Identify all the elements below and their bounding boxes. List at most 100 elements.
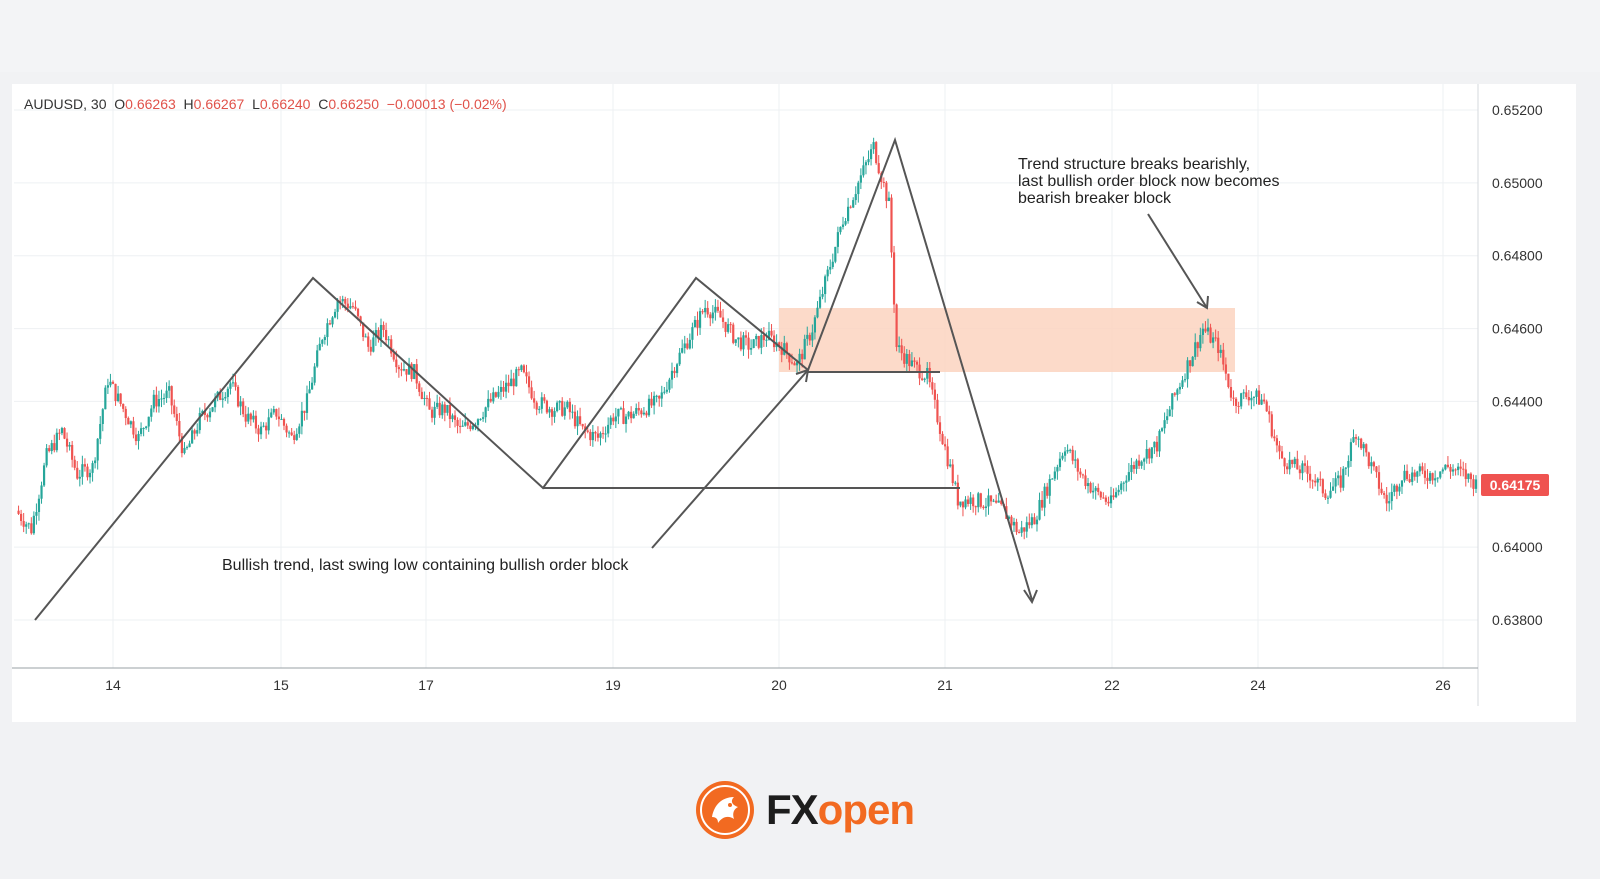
candle-up	[841, 224, 845, 227]
candle-up	[1439, 471, 1442, 478]
candle-up	[655, 395, 658, 397]
candle-down	[382, 324, 385, 330]
candle-down	[921, 378, 924, 380]
candle-up	[1122, 482, 1125, 484]
candle-up	[752, 339, 755, 348]
candle-down	[502, 386, 505, 392]
candle-down	[645, 412, 648, 416]
candle-down	[234, 382, 237, 387]
candle-up	[1255, 390, 1258, 397]
candle-up	[298, 426, 301, 434]
candle-up	[183, 448, 186, 454]
candle-down	[1405, 470, 1409, 480]
candle-down	[170, 386, 173, 406]
candle-down	[1377, 472, 1381, 489]
candle-up	[323, 337, 326, 341]
candle-down	[903, 353, 906, 364]
candle-up	[987, 495, 990, 507]
candle-down	[285, 425, 288, 433]
candle-up	[1053, 471, 1056, 479]
candle-up	[1199, 334, 1202, 349]
x-tick-label: 26	[1435, 677, 1451, 693]
candle-up	[157, 399, 161, 407]
candle-down	[507, 382, 510, 387]
candle-up	[1127, 472, 1130, 481]
last-price-tag	[1481, 474, 1549, 496]
candle-up	[1153, 441, 1156, 448]
candle-down	[265, 425, 268, 431]
candle-up	[1020, 527, 1023, 533]
candle-down	[178, 420, 181, 437]
logo-open: open	[817, 786, 915, 833]
candle-up	[964, 499, 967, 508]
candle-down	[1303, 463, 1307, 466]
candle-up	[1219, 349, 1222, 354]
candle-down	[892, 252, 896, 305]
legend-high-value: 0.66267	[193, 96, 245, 112]
candle-up	[27, 523, 30, 525]
candle-up	[905, 354, 908, 364]
candle-up	[818, 296, 822, 308]
candle-down	[1018, 532, 1021, 534]
candle-down	[533, 398, 536, 403]
candle-up	[1329, 490, 1332, 498]
candle-down	[390, 339, 393, 354]
candle-down	[951, 464, 954, 484]
candle-up	[1160, 428, 1164, 431]
candle-down	[1395, 485, 1398, 492]
candle-down	[637, 407, 640, 411]
trend-drawings	[34, 136, 1209, 621]
legend-open-label: O	[114, 96, 126, 112]
candle-down	[494, 392, 497, 397]
candle-down	[1462, 468, 1465, 470]
candle-up	[647, 398, 651, 416]
candle-up	[1143, 458, 1146, 462]
candle-down	[1454, 469, 1457, 471]
candle-down	[974, 506, 977, 508]
candle-up	[487, 398, 490, 408]
candle-down	[586, 430, 589, 432]
candle-up	[331, 317, 334, 325]
candle-up	[1260, 399, 1263, 405]
candle-up	[336, 300, 339, 312]
candle-down	[875, 142, 878, 164]
candle-down	[20, 513, 23, 521]
candle-up	[852, 200, 855, 208]
candle-up	[783, 343, 786, 355]
candle-down	[1076, 459, 1079, 472]
candle-down	[778, 342, 781, 348]
candle-down	[673, 370, 676, 374]
candle-down	[448, 404, 452, 420]
candle-up	[1403, 470, 1406, 481]
candle-up	[185, 447, 189, 449]
candle-up	[691, 327, 694, 340]
candle-down	[622, 408, 625, 424]
candle-up	[862, 165, 865, 176]
bearish-annotation-line-3: bearish breaker block	[1018, 190, 1171, 207]
candle-down	[724, 321, 727, 332]
candle-down	[706, 307, 709, 315]
candle-down	[1278, 445, 1281, 452]
candle-up	[688, 339, 691, 349]
candle-up	[760, 335, 763, 348]
candle-up	[910, 360, 914, 367]
candle-up	[109, 381, 112, 386]
candle-up	[1166, 416, 1169, 421]
candle-up	[129, 421, 132, 425]
candle-up	[1043, 486, 1046, 508]
candle-down	[1222, 349, 1225, 365]
candle-down	[956, 482, 959, 506]
candle-up	[160, 398, 163, 400]
candle-up	[1171, 393, 1174, 410]
candle-down	[757, 335, 760, 348]
candle-up	[96, 438, 99, 461]
candle-up	[653, 395, 656, 406]
candle-down	[175, 413, 178, 421]
candle-down	[849, 206, 852, 208]
candle-up	[798, 353, 801, 363]
symbol-legend: AUDUSD, 30 O0.66263 H0.66267 L0.66240 C0…	[24, 96, 507, 112]
legend-low-value: 0.66240	[259, 96, 311, 112]
candle-up	[829, 267, 832, 270]
candle-down	[86, 466, 89, 478]
